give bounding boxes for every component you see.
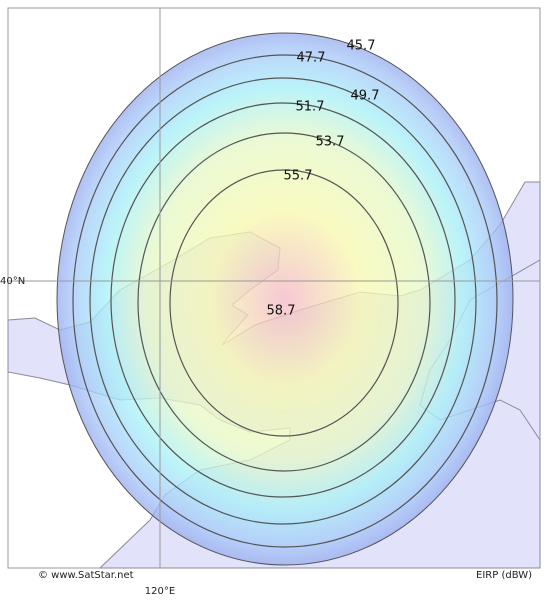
contour: [169, 169, 399, 437]
contour-label: 55.7: [284, 169, 313, 184]
contour: [89, 77, 477, 525]
longitude-label: 120°E: [145, 586, 175, 597]
contour-label: 49.7: [351, 89, 380, 104]
contours: [72, 54, 498, 548]
contour: [137, 132, 431, 472]
contour: [110, 102, 456, 498]
contour-label: 51.7: [296, 100, 325, 115]
contour-label: 58.7: [267, 304, 296, 319]
latitude-label: 40°N: [0, 276, 25, 287]
credit: © www.SatStar.net: [38, 570, 134, 581]
contour-label: 53.7: [316, 135, 345, 150]
contour-label: 47.7: [297, 51, 326, 66]
beam-footprint: [56, 32, 514, 566]
contour: [72, 54, 498, 548]
unit-label: EIRP (dBW): [476, 570, 532, 581]
contour-label: 45.7: [347, 39, 376, 54]
